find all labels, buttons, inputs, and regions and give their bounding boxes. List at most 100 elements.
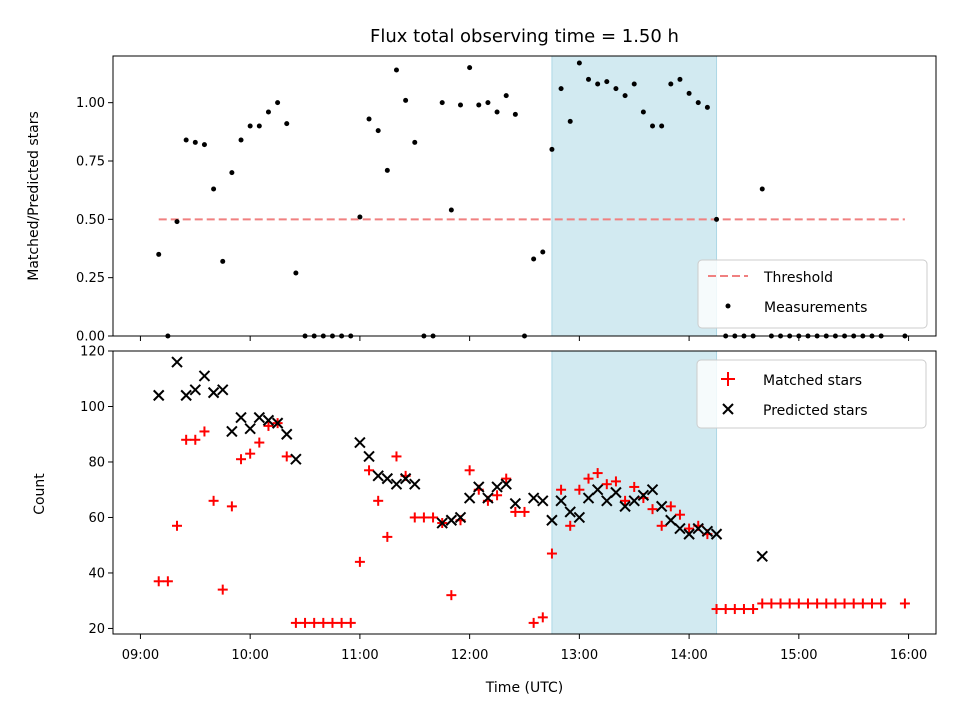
measurement-point xyxy=(403,97,409,103)
measurement-point xyxy=(558,86,564,92)
predicted-star-point xyxy=(271,417,284,429)
predicted-star-point xyxy=(637,489,650,501)
legend-measurements-swatch xyxy=(725,303,731,309)
y-tick-label: 80 xyxy=(88,455,105,470)
predicted-star-point xyxy=(226,425,238,438)
predicted-star-point xyxy=(463,492,476,504)
matched-star-point xyxy=(812,598,823,609)
measurement-point xyxy=(613,86,619,92)
count-axes-frame xyxy=(112,350,937,635)
y-axis-ticks: 20 40 60 80 100 120 xyxy=(80,345,113,637)
highlight-span xyxy=(551,350,718,635)
predicted-star-point xyxy=(290,453,302,465)
matched-star-point xyxy=(757,598,768,609)
measurement-point xyxy=(238,137,244,143)
predicted-star-point xyxy=(207,386,220,399)
predicted-star-point xyxy=(582,492,595,504)
measurement-point xyxy=(375,128,381,134)
y-tick-label: 1.00 xyxy=(76,96,105,111)
x-tick-label: 09:00 xyxy=(122,648,159,663)
predicted-star-point xyxy=(655,500,668,513)
predicted-star-point xyxy=(646,484,659,496)
matched-star-point xyxy=(738,604,749,615)
matched-star-point xyxy=(428,512,439,523)
matched-star-point xyxy=(857,598,868,609)
predicted-star-point xyxy=(564,506,576,518)
matched-star-point xyxy=(766,598,777,609)
chart-title: Flux total observing time = 1.50 h xyxy=(370,26,679,47)
predicted-star-point xyxy=(363,450,375,463)
measurement-point xyxy=(650,123,656,129)
predicted-star-point xyxy=(756,550,768,563)
x-tick-label: 13:00 xyxy=(561,648,598,663)
matched-star-point xyxy=(802,598,813,609)
highlight-span xyxy=(551,55,718,337)
measurement-point xyxy=(512,111,518,117)
measurement-point xyxy=(156,251,162,257)
legend-predicted-swatch xyxy=(722,403,734,415)
matched-star-point xyxy=(492,490,503,501)
legend-box xyxy=(696,359,927,429)
predicted-star-point xyxy=(610,486,622,499)
matched-star-point xyxy=(181,434,192,445)
predicted-star-point xyxy=(235,411,247,424)
matched-star-point xyxy=(556,484,567,495)
measurement-point xyxy=(759,186,765,192)
measurement-point xyxy=(631,81,637,87)
matched-star-point xyxy=(684,523,695,534)
matched-star-point xyxy=(830,598,841,609)
measurement-point xyxy=(567,118,573,124)
predicted-star-point xyxy=(171,356,183,368)
matched-star-point xyxy=(345,617,356,628)
y-axis-ticks: 0.00 0.25 0.50 0.75 1.00 xyxy=(76,96,113,345)
predicted-star-point xyxy=(491,481,503,493)
measurement-point xyxy=(714,216,720,222)
matched-star-point xyxy=(674,509,685,520)
predicted-star-point xyxy=(701,525,714,538)
measurement-point xyxy=(183,137,189,143)
matched-star-point xyxy=(519,506,530,517)
predicted-star-point xyxy=(253,411,266,424)
matched-star-point xyxy=(446,590,457,601)
measurement-point xyxy=(494,109,500,115)
predicted-star-point xyxy=(262,414,275,427)
matched-star-point xyxy=(665,501,676,512)
matched-star-point xyxy=(327,617,338,628)
matched-star-point xyxy=(510,506,521,517)
y-axis-label: Count xyxy=(32,473,48,515)
matched-star-point xyxy=(583,473,594,484)
matched-star-point xyxy=(409,512,420,523)
legend-matched-label: Matched stars xyxy=(763,373,862,389)
matched-star-point xyxy=(162,576,173,587)
measurement-point xyxy=(293,270,299,276)
matched-star-point xyxy=(172,520,183,531)
matched-star-point xyxy=(290,617,301,628)
ratio-axes-frame xyxy=(112,55,937,337)
predicted-star-point xyxy=(527,492,540,504)
measurement-point xyxy=(668,81,674,87)
predicted-star-point xyxy=(153,389,165,402)
matched-star-point xyxy=(876,598,887,609)
predicted-star-point xyxy=(390,478,403,490)
matched-star-point xyxy=(546,548,557,559)
y-tick-label: 0.00 xyxy=(76,330,105,345)
matched-star-point xyxy=(899,598,910,609)
predicted-star-point xyxy=(692,522,704,535)
predicted-star-point xyxy=(354,436,366,449)
measurement-point xyxy=(357,214,363,220)
predicted-star-point xyxy=(409,478,421,490)
measurement-point xyxy=(467,65,473,71)
matched-star-point xyxy=(153,576,164,587)
x-tick-label: 14:00 xyxy=(670,648,707,663)
matched-star-point xyxy=(190,434,201,445)
predicted-star-point xyxy=(537,495,549,507)
y-tick-label: 0.50 xyxy=(76,213,105,228)
predicted-star-point xyxy=(454,511,467,524)
measurement-point xyxy=(412,139,418,145)
matched-star-point xyxy=(464,465,475,476)
matched-star-point xyxy=(574,484,585,495)
legend-box xyxy=(697,259,928,329)
matched-star-point xyxy=(748,604,759,615)
measurement-point xyxy=(448,207,454,213)
measurement-point xyxy=(384,167,390,173)
